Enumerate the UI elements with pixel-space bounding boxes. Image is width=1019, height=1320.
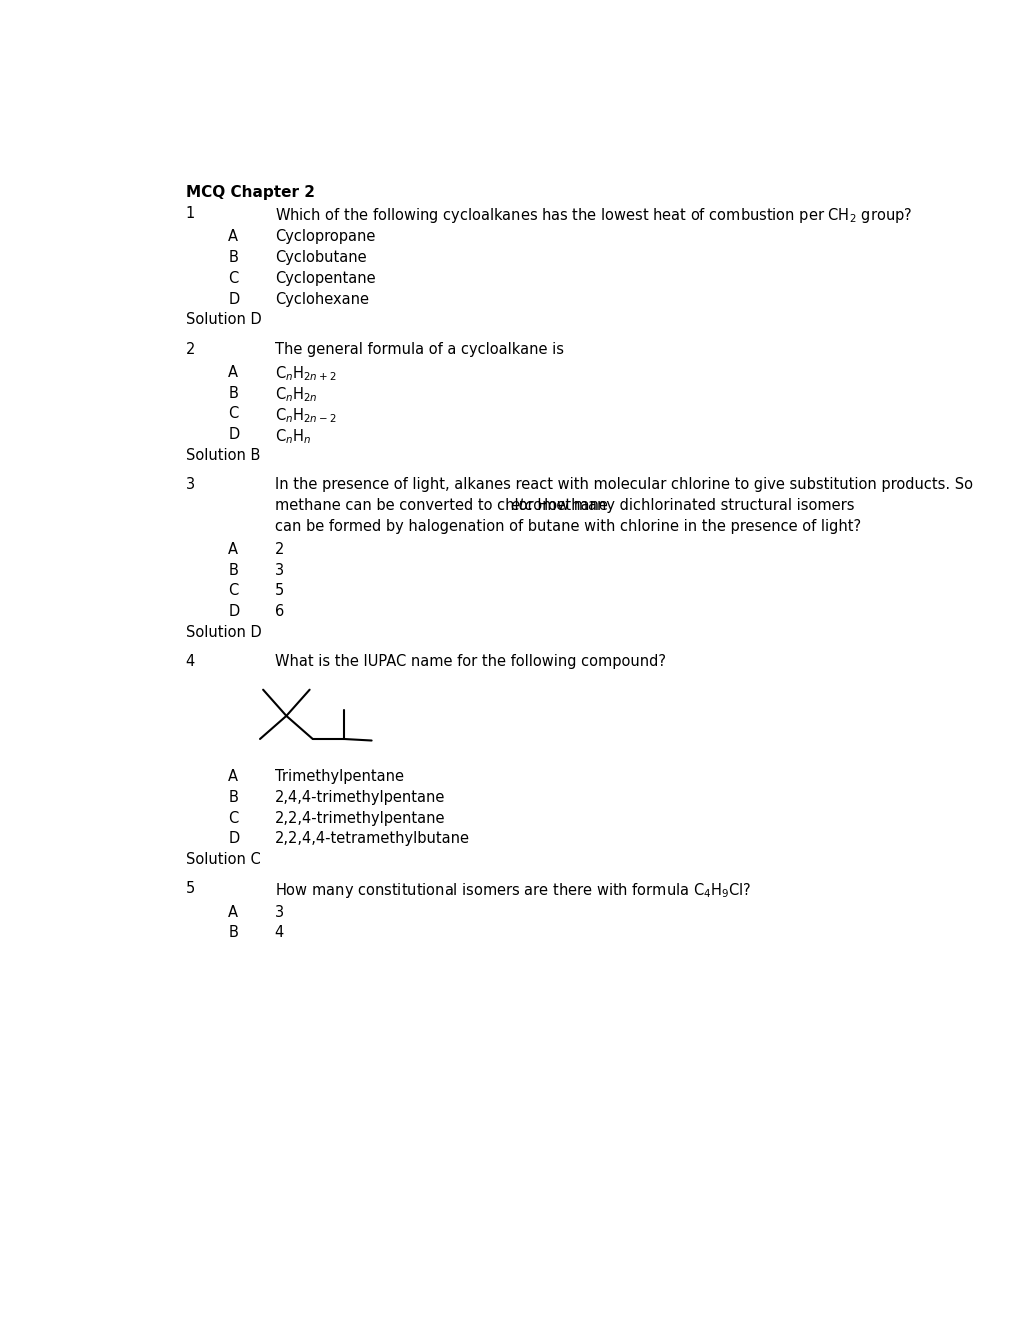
Text: Trimethylpentane: Trimethylpentane (274, 770, 404, 784)
Text: C$_n$H$_{2n-2}$: C$_n$H$_{2n-2}$ (274, 407, 336, 425)
Text: 3: 3 (274, 904, 283, 920)
Text: In the presence of light, alkanes react with molecular chlorine to give substitu: In the presence of light, alkanes react … (274, 478, 972, 492)
Text: 5: 5 (274, 583, 283, 598)
Text: 4: 4 (185, 655, 195, 669)
Text: 5: 5 (185, 882, 195, 896)
Text: Which of the following cycloalkanes has the lowest heat of combustion per CH$_2$: Which of the following cycloalkanes has … (274, 206, 911, 226)
Text: D: D (228, 428, 239, 442)
Text: 3: 3 (185, 478, 195, 492)
Text: Solution C: Solution C (185, 853, 260, 867)
Text: Cyclohexane: Cyclohexane (274, 292, 369, 306)
Text: methane can be converted to chloromethane: methane can be converted to chloromethan… (274, 498, 611, 513)
Text: 1: 1 (185, 206, 195, 222)
Text: C$_n$H$_{2n}$: C$_n$H$_{2n}$ (274, 385, 317, 404)
Text: Solution D: Solution D (185, 626, 261, 640)
Text: C$_n$H$_{2n+2}$: C$_n$H$_{2n+2}$ (274, 364, 336, 384)
Text: How many constitutional isomers are there with formula C$_4$H$_9$Cl?: How many constitutional isomers are ther… (274, 882, 751, 900)
Text: B: B (228, 562, 237, 578)
Text: A: A (228, 770, 238, 784)
Text: C: C (228, 271, 238, 286)
Text: C$_n$H$_n$: C$_n$H$_n$ (274, 428, 311, 446)
Text: . How many dichlorinated structural isomers: . How many dichlorinated structural isom… (527, 498, 853, 513)
Text: C: C (228, 407, 238, 421)
Text: Solution D: Solution D (185, 313, 261, 327)
Text: The general formula of a cycloalkane is: The general formula of a cycloalkane is (274, 342, 564, 356)
Text: C: C (228, 583, 238, 598)
Text: 2: 2 (274, 543, 284, 557)
Text: Solution B: Solution B (185, 447, 260, 463)
Text: B: B (228, 385, 237, 400)
Text: C: C (228, 810, 238, 825)
Text: What is the IUPAC name for the following compound?: What is the IUPAC name for the following… (274, 655, 665, 669)
Text: Cyclopropane: Cyclopropane (274, 230, 375, 244)
Text: B: B (228, 789, 237, 805)
Text: etc: etc (511, 498, 533, 513)
Text: Cyclobutane: Cyclobutane (274, 249, 366, 265)
Text: D: D (228, 832, 239, 846)
Text: D: D (228, 605, 239, 619)
Text: 2,4,4-trimethylpentane: 2,4,4-trimethylpentane (274, 789, 444, 805)
Text: A: A (228, 364, 238, 380)
Text: 2,2,4-trimethylpentane: 2,2,4-trimethylpentane (274, 810, 445, 825)
Text: 4: 4 (274, 925, 283, 940)
Text: 2: 2 (185, 342, 195, 356)
Text: MCQ Chapter 2: MCQ Chapter 2 (185, 185, 314, 201)
Text: 3: 3 (274, 562, 283, 578)
Text: A: A (228, 230, 238, 244)
Text: 2,2,4,4-tetramethylbutane: 2,2,4,4-tetramethylbutane (274, 832, 470, 846)
Text: 6: 6 (274, 605, 283, 619)
Text: B: B (228, 249, 237, 265)
Text: Cyclopentane: Cyclopentane (274, 271, 375, 286)
Text: can be formed by halogenation of butane with chlorine in the presence of light?: can be formed by halogenation of butane … (274, 519, 860, 533)
Text: D: D (228, 292, 239, 306)
Text: A: A (228, 904, 238, 920)
Text: B: B (228, 925, 237, 940)
Text: A: A (228, 543, 238, 557)
